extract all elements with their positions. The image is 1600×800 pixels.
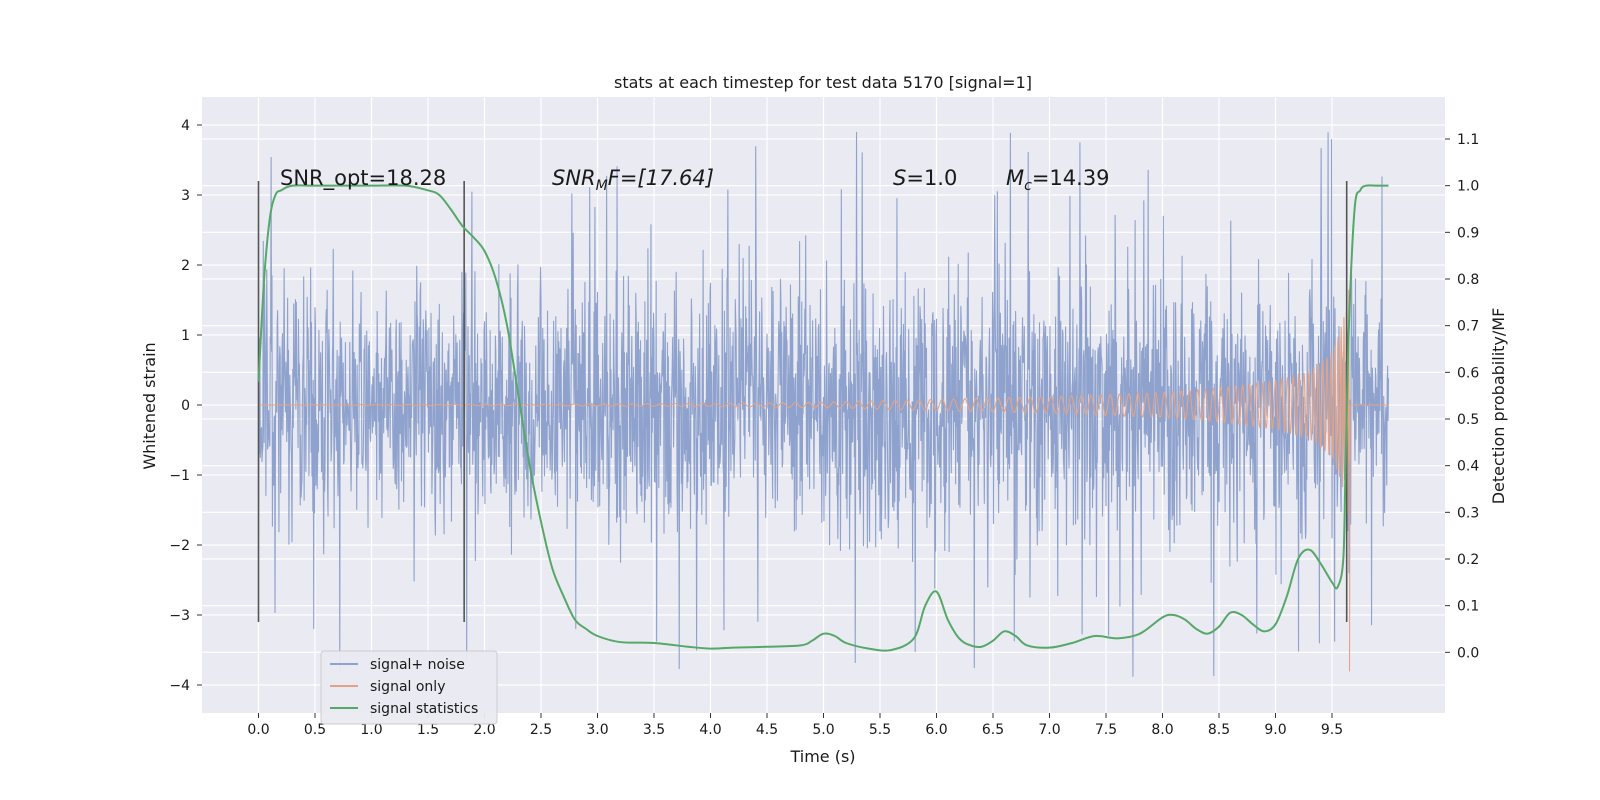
x-tick-label: 9.5 bbox=[1321, 722, 1343, 738]
legend-label-signal: signal only bbox=[370, 679, 445, 695]
y-tick-label: 3 bbox=[181, 188, 190, 204]
legend: signal+ noise signal only signal statist… bbox=[320, 650, 498, 725]
signal-statistics-series bbox=[257, 184, 1389, 652]
y-tick-label: 1 bbox=[181, 328, 190, 344]
y2-tick-label: 0.8 bbox=[1457, 272, 1479, 288]
legend-label-statistics: signal statistics bbox=[370, 701, 478, 717]
y2-tick-label: 0.0 bbox=[1457, 645, 1479, 661]
y2-tick-label: 0.6 bbox=[1457, 365, 1479, 381]
mc-rest: =14.39 bbox=[1032, 166, 1110, 190]
y2-tick-label: 1.1 bbox=[1457, 132, 1479, 148]
snr-mf-base: SNR bbox=[552, 166, 596, 190]
y-tick-label: 0 bbox=[181, 398, 190, 414]
snr-mf-annotation: SNRMF=[17.64] bbox=[552, 166, 714, 194]
x-tick-label: 5.0 bbox=[812, 722, 834, 738]
y2-tick-label: 0.3 bbox=[1457, 505, 1479, 521]
legend-label-noise: signal+ noise bbox=[370, 657, 465, 673]
y-tick-label: −2 bbox=[169, 538, 190, 554]
x-axis-label: Time (s) bbox=[789, 747, 855, 766]
y-tick-label: −4 bbox=[169, 678, 190, 694]
statistics-trace bbox=[257, 184, 1389, 652]
x-tick-label: 9.0 bbox=[1264, 722, 1286, 738]
s-annotation: S=1.0 bbox=[893, 166, 957, 190]
x-tick-label: 3.5 bbox=[643, 722, 665, 738]
chart-title: stats at each timestep for test data 517… bbox=[614, 73, 1032, 92]
x-tick-label: 2.0 bbox=[473, 722, 495, 738]
x-tick-label: 4.0 bbox=[699, 722, 721, 738]
x-tick-label: 8.0 bbox=[1151, 722, 1173, 738]
y2-tick-label: 0.4 bbox=[1457, 459, 1479, 475]
x-tick-label: 7.0 bbox=[1038, 722, 1060, 738]
y-axis-label: Whitened strain bbox=[140, 342, 159, 469]
y2-tick-label: 0.2 bbox=[1457, 552, 1479, 568]
y2-tick-label: 0.9 bbox=[1457, 225, 1479, 241]
x-tick-label: 1.0 bbox=[360, 722, 382, 738]
x-tick-label: 2.5 bbox=[530, 722, 552, 738]
x-tick-label: 4.5 bbox=[756, 722, 778, 738]
mc-annotation: Mc=14.39 bbox=[1006, 166, 1110, 194]
y2-tick-label: 0.7 bbox=[1457, 319, 1479, 335]
y-tick-label: 4 bbox=[181, 118, 190, 134]
mc-sub: c bbox=[1024, 178, 1032, 194]
noise-trace bbox=[257, 131, 1390, 677]
x-tick-label: 0.5 bbox=[304, 722, 326, 738]
s-rest: =1.0 bbox=[906, 166, 957, 190]
y2-tick-label: 0.1 bbox=[1457, 599, 1479, 615]
x-tick-label: 3.0 bbox=[586, 722, 608, 738]
y-tick-label: −1 bbox=[169, 468, 190, 484]
signal-trace bbox=[258, 289, 1389, 672]
x-tick-label: 6.5 bbox=[982, 722, 1004, 738]
snr-mf-rest: F=[17.64] bbox=[608, 166, 714, 190]
axis-ticks: 0.0 0.5 1.0 1.5 2.0 2.5 3.0 3.5 4.0 4.5 5.0 5.5 6.0 6… bbox=[169, 118, 1479, 738]
signal-only-series bbox=[258, 289, 1389, 672]
signal-noise-series bbox=[257, 131, 1390, 677]
y2-tick-label: 0.5 bbox=[1457, 412, 1479, 428]
y2-tick-label: 1.0 bbox=[1457, 179, 1479, 195]
x-tick-label: 5.5 bbox=[869, 722, 891, 738]
x-tick-label: 0.0 bbox=[247, 722, 269, 738]
s-base: S bbox=[893, 166, 906, 190]
x-tick-label: 1.5 bbox=[417, 722, 439, 738]
snr-opt-annotation: SNR_opt=18.28 bbox=[280, 166, 446, 191]
mc-base: M bbox=[1006, 166, 1024, 190]
y-tick-label: 2 bbox=[181, 258, 190, 274]
x-tick-label: 6.0 bbox=[925, 722, 947, 738]
snr-mf-sub: M bbox=[596, 178, 608, 194]
y2-axis-label: Detection probability/MF bbox=[1489, 308, 1508, 505]
x-tick-label: 7.5 bbox=[1095, 722, 1117, 738]
legend-box bbox=[320, 650, 498, 725]
x-tick-label: 8.5 bbox=[1208, 722, 1230, 738]
y-tick-label: −3 bbox=[169, 608, 190, 624]
